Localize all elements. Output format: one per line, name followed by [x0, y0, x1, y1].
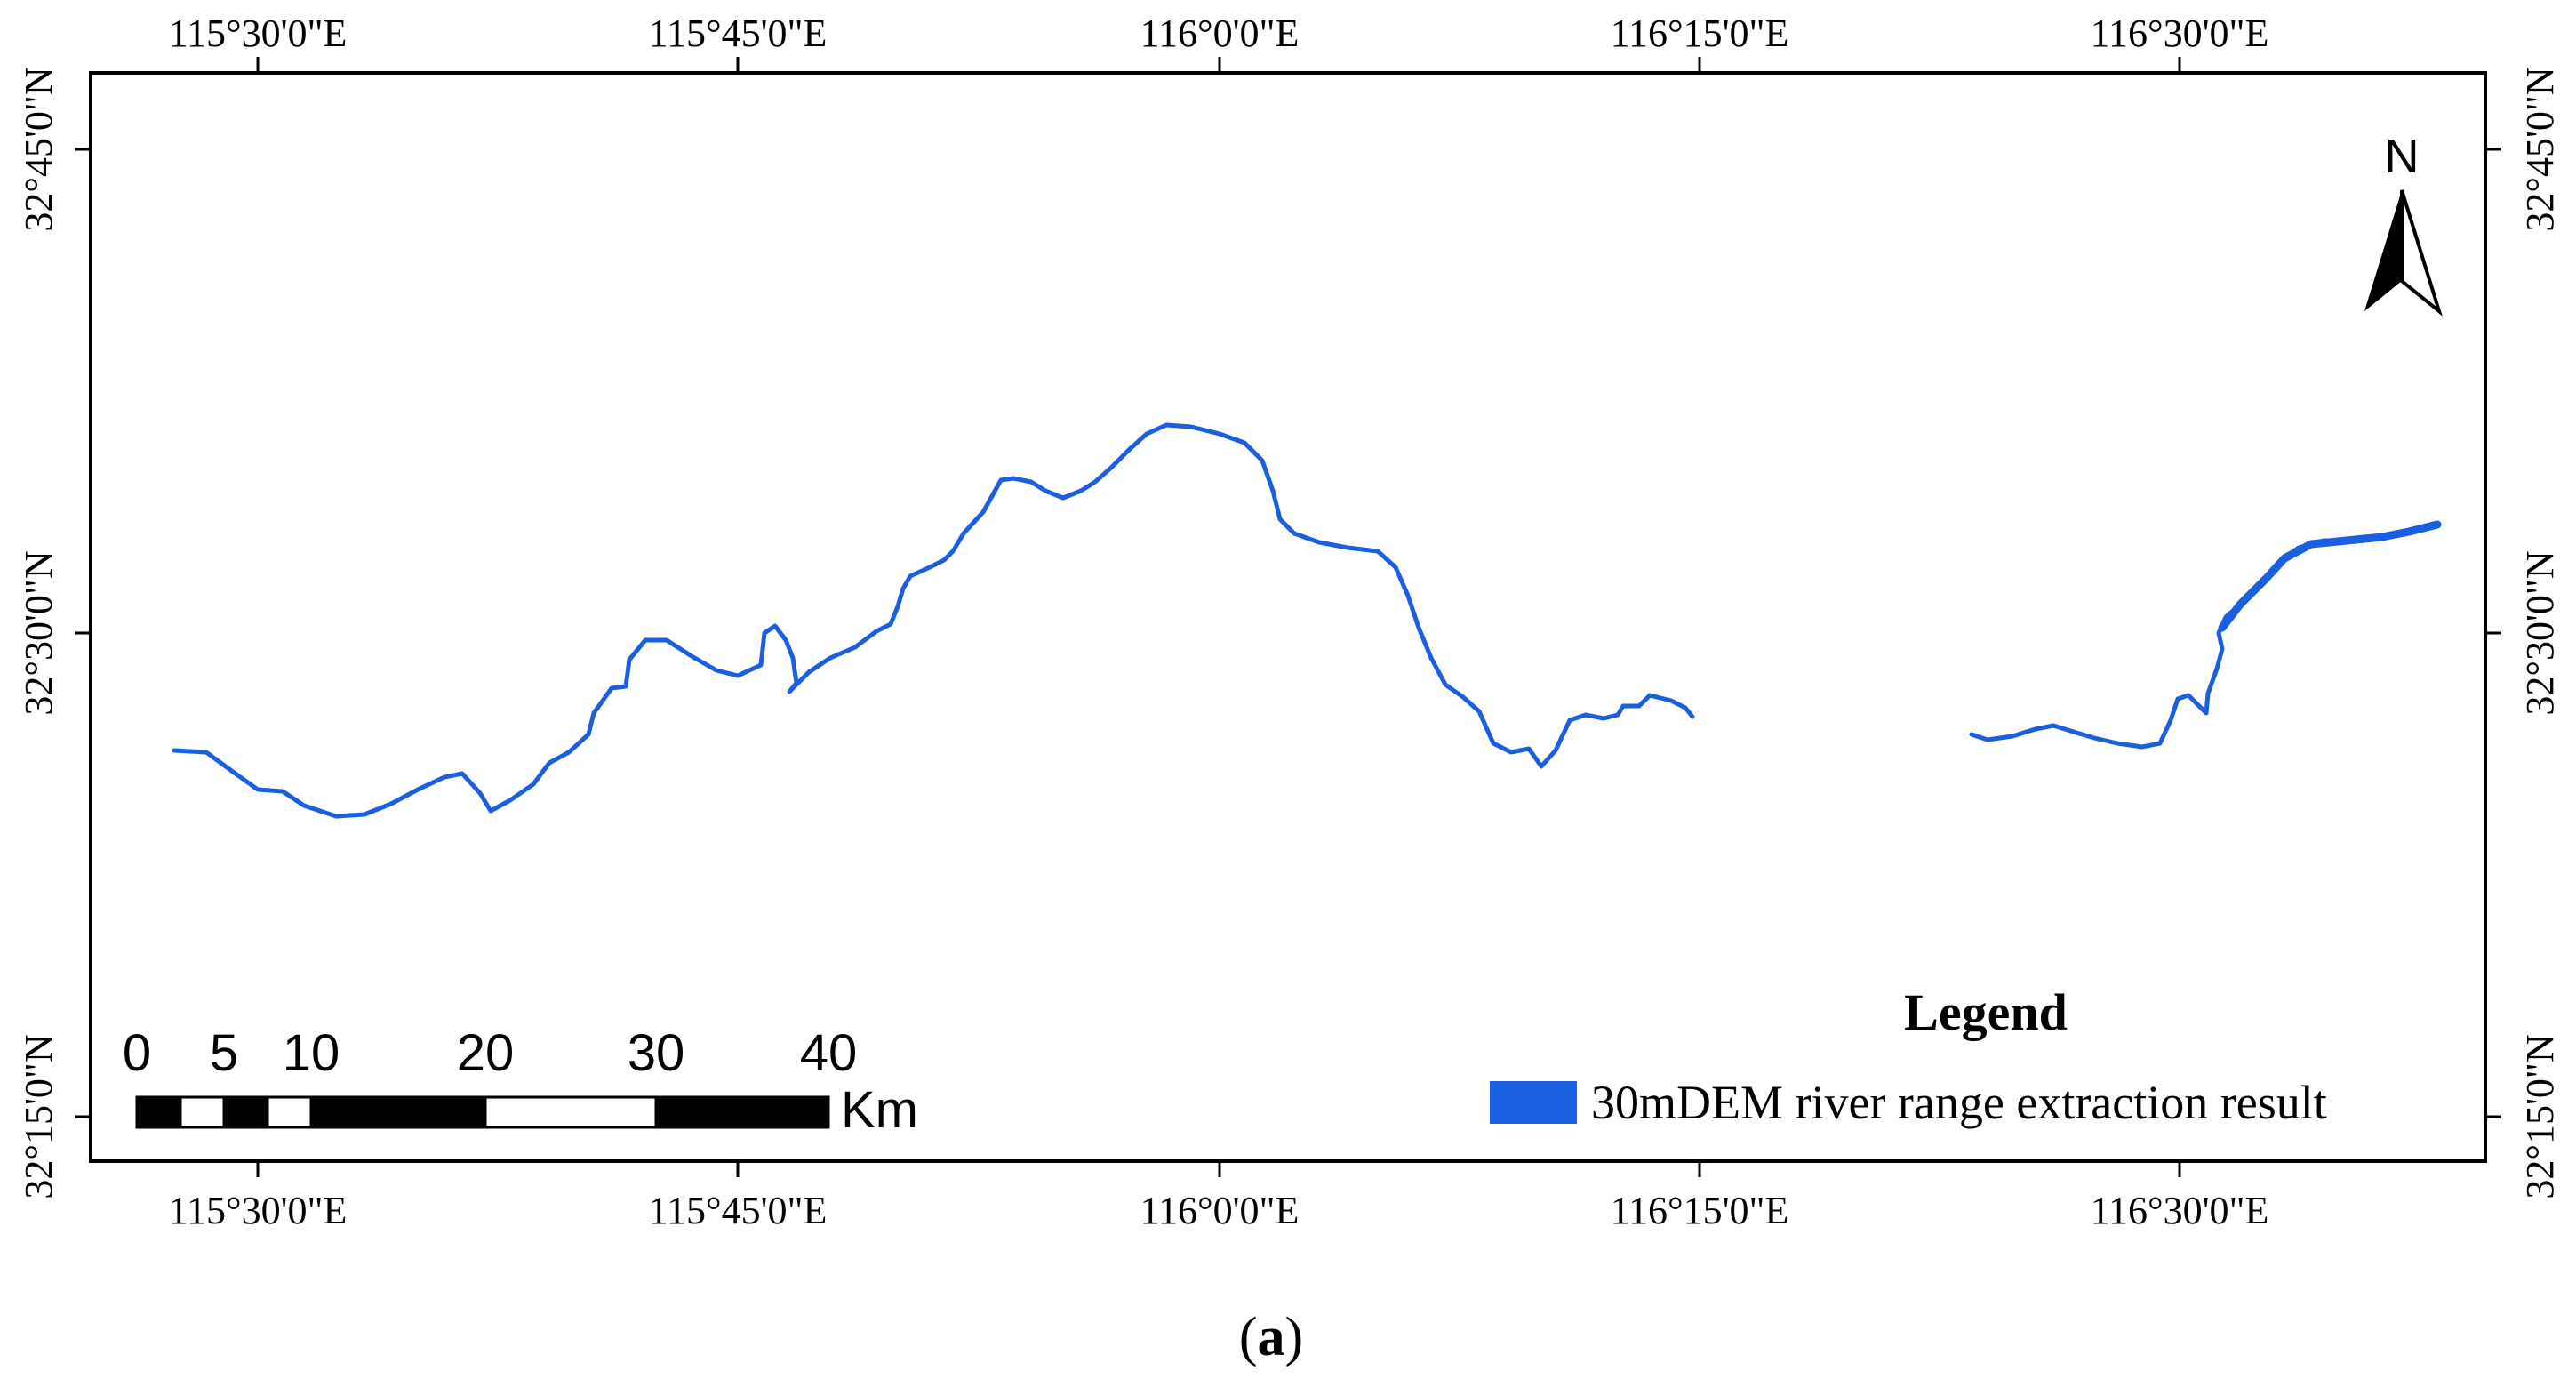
- lon-label-bottom: 115°45'0"E: [649, 1189, 828, 1232]
- lat-label-right: 32°30'0"N: [2518, 550, 2562, 715]
- scale-bar: 0 5 10 20 30 40 Km: [123, 1024, 918, 1139]
- caption-close-paren: ): [1285, 1307, 1304, 1367]
- north-arrow-letter: N: [2385, 130, 2420, 183]
- lon-label-top: 116°15'0"E: [1611, 12, 1789, 55]
- left-latitude-labels: 32°45'0"N 32°30'0"N 32°15'0"N: [17, 67, 60, 1199]
- scale-bar-label: 10: [283, 1024, 340, 1082]
- lon-label-top: 116°0'0"E: [1140, 12, 1300, 55]
- north-arrow-right-half: [2400, 189, 2443, 317]
- lon-label-top: 116°30'0"E: [2091, 12, 2269, 55]
- legend: Legend 30mDEM river range extraction res…: [1490, 983, 2327, 1129]
- caption-open-paren: (: [1239, 1307, 1258, 1367]
- lat-label-left: 32°30'0"N: [17, 550, 60, 715]
- north-arrow-icon: N: [2364, 130, 2443, 317]
- scale-bar-label: 40: [800, 1024, 858, 1082]
- legend-item-label: 30mDEM river range extraction result: [1591, 1076, 2327, 1129]
- river-segment-west: [172, 422, 1695, 819]
- caption-letter: a: [1258, 1307, 1285, 1367]
- lon-label-top: 115°30'0"E: [169, 12, 348, 55]
- legend-title: Legend: [1904, 983, 2068, 1041]
- legend-swatch-river: [1490, 1081, 1577, 1124]
- map-frame: [89, 71, 2487, 1163]
- scale-bar-label: 20: [457, 1024, 515, 1082]
- figure-caption: (a): [1239, 1307, 1303, 1367]
- river-extraction: [172, 422, 2442, 819]
- lon-label-top: 115°45'0"E: [649, 12, 828, 55]
- scale-bar-segments: [135, 1095, 830, 1129]
- tick-marks: [75, 57, 2501, 1177]
- lat-label-right: 32°15'0"N: [2518, 1034, 2562, 1199]
- lon-label-bottom: 116°30'0"E: [2091, 1189, 2269, 1232]
- lat-label-left: 32°15'0"N: [17, 1034, 60, 1199]
- lat-label-right: 32°45'0"N: [2518, 67, 2562, 231]
- north-arrow-left-half: [2364, 190, 2402, 311]
- bottom-longitude-labels: 115°30'0"E 115°45'0"E 116°0'0"E 116°15'0…: [169, 1189, 2269, 1232]
- lat-label-left: 32°45'0"N: [17, 67, 60, 231]
- lon-label-bottom: 115°30'0"E: [169, 1189, 348, 1232]
- top-longitude-labels: 115°30'0"E 115°45'0"E 116°0'0"E 116°15'0…: [169, 12, 2269, 55]
- scale-bar-label: 0: [123, 1024, 151, 1082]
- right-latitude-labels: 32°45'0"N 32°30'0"N 32°15'0"N: [2518, 67, 2562, 1199]
- lon-label-bottom: 116°0'0"E: [1140, 1189, 1300, 1232]
- scale-bar-label: 5: [210, 1024, 238, 1082]
- river-segment-east-main-channel: [2218, 520, 2442, 632]
- scale-bar-unit: Km: [841, 1081, 918, 1139]
- lon-label-bottom: 116°15'0"E: [1611, 1189, 1789, 1232]
- scale-bar-label: 30: [628, 1024, 685, 1082]
